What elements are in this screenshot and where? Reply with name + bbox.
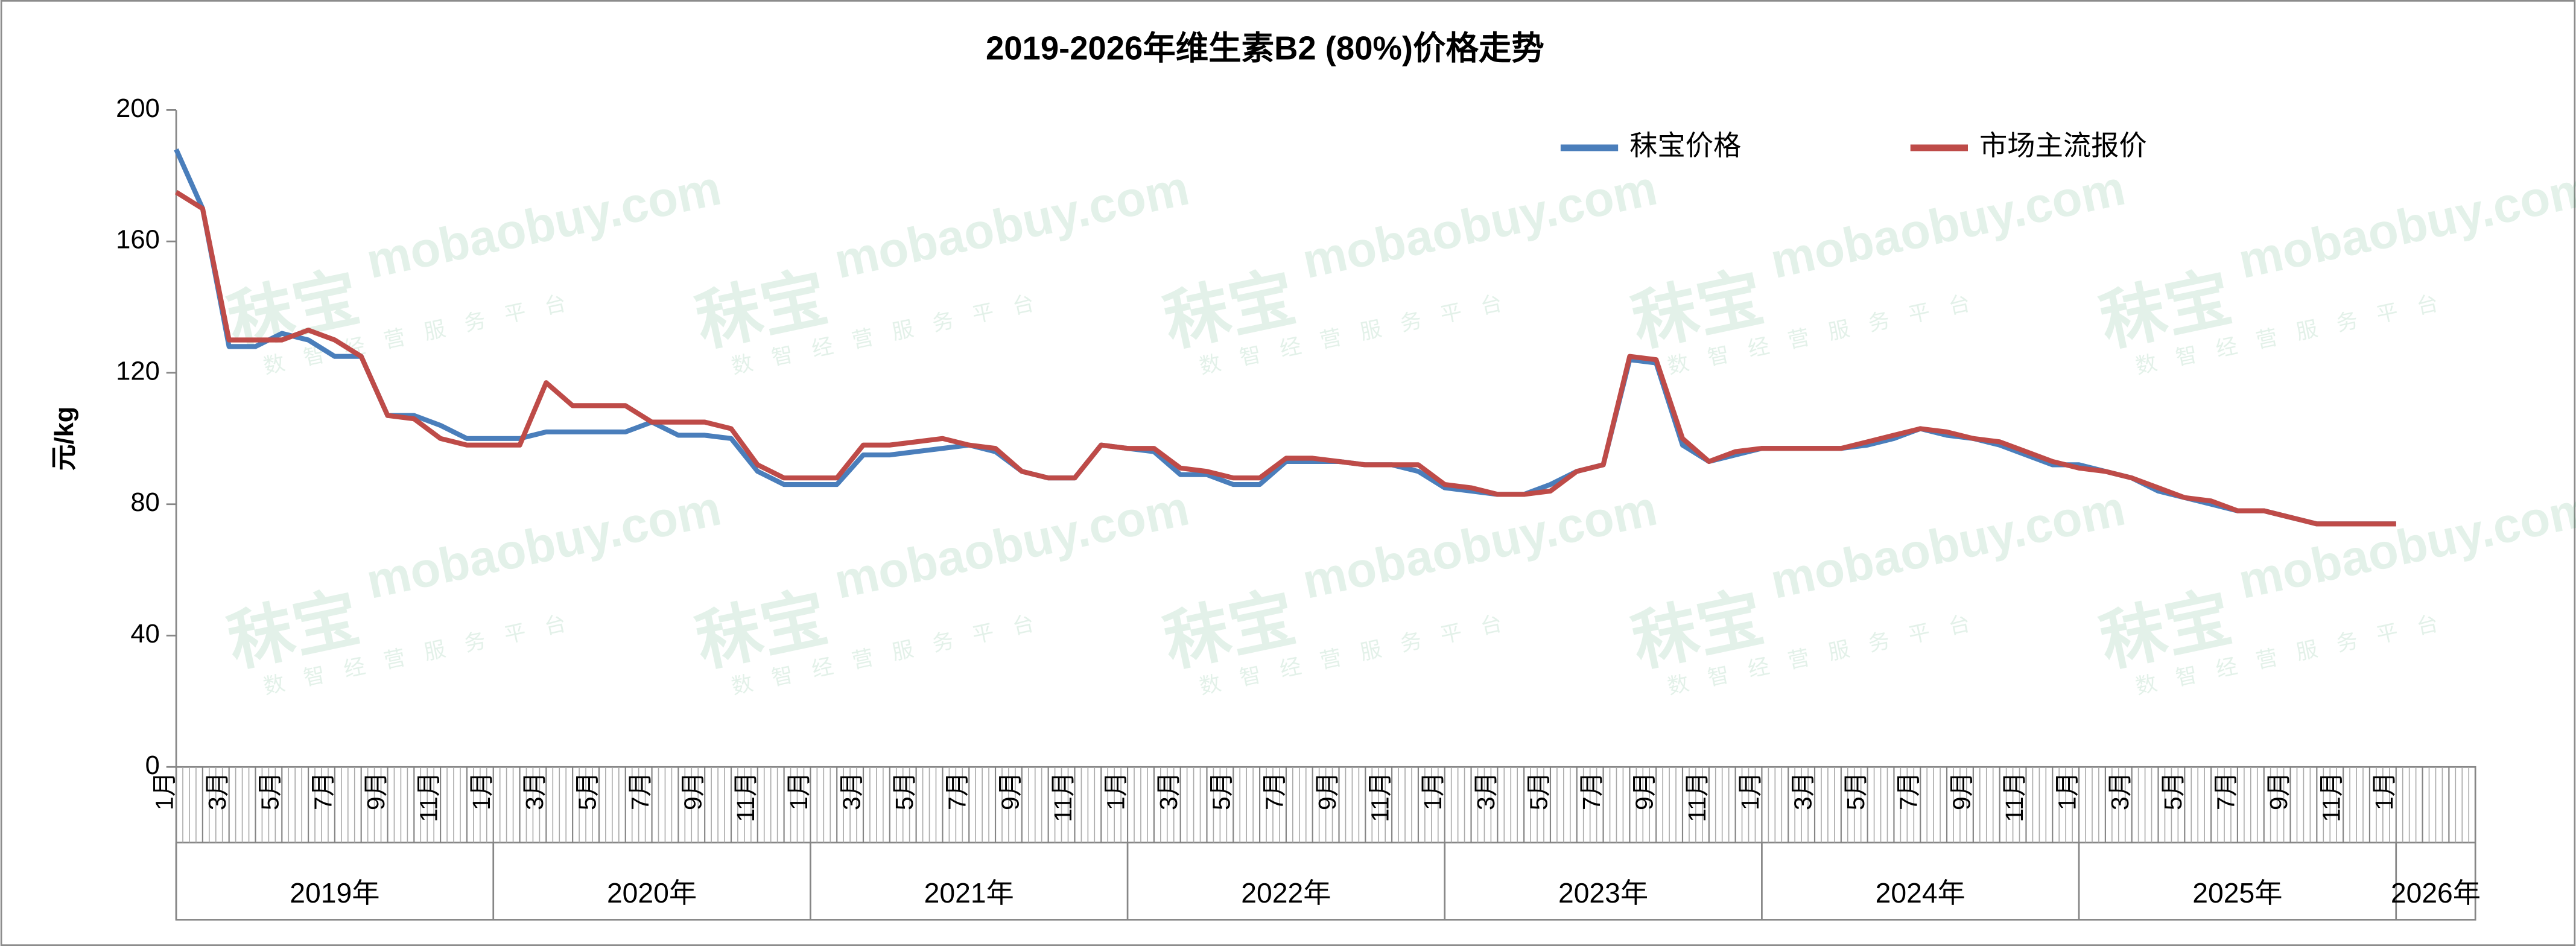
x-tick-label: 11月: [415, 772, 443, 822]
x-tick-label: 9月: [1313, 772, 1341, 810]
x-tick-label: 3月: [1472, 772, 1500, 810]
x-tick-label: 11月: [2000, 772, 2028, 822]
x-tick-label: 11月: [1049, 772, 1077, 822]
x-tick-label: 7月: [1578, 772, 1605, 810]
x-tick-label: 1月: [151, 772, 179, 810]
y-tick-label: 0: [145, 751, 160, 780]
y-tick-label: 80: [130, 488, 159, 517]
x-tick-label: 7月: [2212, 772, 2239, 810]
chart-title: 2019-2026年维生素B2 (80%)价格走势: [986, 30, 1544, 67]
x-tick-label: 9月: [679, 772, 707, 810]
year-label: 2026年: [2391, 877, 2481, 909]
x-tick-label: 1月: [2054, 772, 2081, 810]
x-tick-label: 7月: [309, 772, 337, 810]
x-tick-label: 3月: [2106, 772, 2134, 810]
legend-label: 秣宝价格: [1629, 130, 1741, 161]
x-tick-label: 5月: [890, 772, 918, 810]
x-tick-label: 9月: [1947, 772, 1975, 810]
x-tick-label: 9月: [1631, 772, 1658, 810]
x-tick-label: 11月: [1366, 772, 1394, 822]
x-tick-label: 5月: [1524, 772, 1552, 810]
year-label: 2024年: [1876, 877, 1965, 909]
legend-label: 市场主流报价: [1979, 130, 2147, 161]
year-label: 2022年: [1241, 877, 1331, 909]
y-tick-label: 160: [116, 226, 160, 255]
x-tick-label: 7月: [1895, 772, 1923, 810]
y-tick-label: 120: [116, 357, 160, 386]
year-label: 2025年: [2192, 877, 2282, 909]
x-tick-label: 3月: [203, 772, 231, 810]
x-tick-label: 5月: [1208, 772, 1236, 810]
x-tick-label: 7月: [1260, 772, 1288, 810]
x-tick-label: 3月: [837, 772, 865, 810]
x-tick-label: 1月: [785, 772, 813, 810]
x-tick-label: 11月: [2318, 772, 2346, 822]
x-tick-label: 9月: [362, 772, 390, 810]
x-tick-label: 1月: [2370, 772, 2398, 810]
x-tick-label: 3月: [521, 772, 548, 810]
y-tick-label: 40: [130, 620, 159, 649]
x-tick-label: 1月: [1736, 772, 1764, 810]
x-tick-label: 9月: [2265, 772, 2292, 810]
x-tick-label: 1月: [1419, 772, 1447, 810]
x-tick-label: 9月: [996, 772, 1024, 810]
x-tick-label: 1月: [468, 772, 495, 810]
year-label: 2023年: [1558, 877, 1648, 909]
y-axis-label: 元/kg: [50, 407, 79, 471]
x-tick-label: 5月: [256, 772, 284, 810]
x-tick-label: 3月: [1155, 772, 1182, 810]
x-tick-label: 5月: [2159, 772, 2187, 810]
x-tick-label: 11月: [1683, 772, 1711, 822]
year-label: 2021年: [924, 877, 1014, 909]
year-label: 2020年: [607, 877, 697, 909]
series-line: [174, 190, 2396, 527]
x-tick-label: 3月: [1789, 772, 1816, 810]
x-tick-label: 7月: [944, 772, 971, 810]
year-label: 2019年: [290, 877, 379, 909]
y-tick-label: 200: [116, 94, 160, 123]
x-tick-label: 7月: [626, 772, 654, 810]
series-line: [174, 148, 2396, 527]
x-tick-label: 5月: [1842, 772, 1870, 810]
x-tick-label: 5月: [573, 772, 601, 810]
x-tick-label: 1月: [1102, 772, 1130, 810]
x-tick-label: 11月: [732, 772, 760, 822]
